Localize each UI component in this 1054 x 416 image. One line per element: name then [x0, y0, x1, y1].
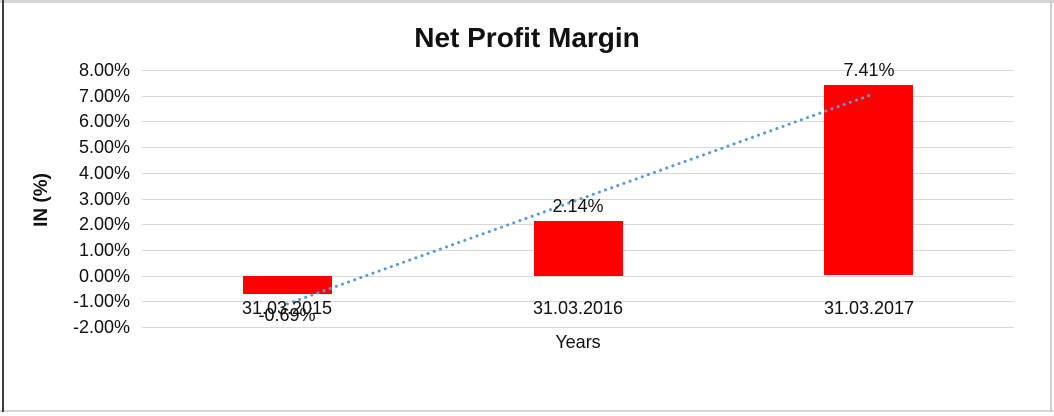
gridline — [142, 327, 1014, 328]
y-tick-label: 4.00% — [78, 163, 130, 183]
gridline — [142, 96, 1014, 97]
y-tick-label: 8.00% — [78, 60, 130, 80]
chart-title: Net Profit Margin — [414, 22, 640, 53]
bar-31.03.2017[interactable] — [824, 85, 913, 275]
frame-border-bottom — [0, 410, 1054, 412]
y-tick-label: 2.00% — [78, 214, 130, 234]
y-tick-label: 7.00% — [78, 86, 130, 106]
y-tick-label: 1.00% — [78, 240, 130, 260]
y-tick-label: 0.00% — [78, 266, 130, 286]
y-tick-label: -2.00% — [72, 317, 130, 337]
y-tick-label: 6.00% — [78, 111, 130, 131]
gridline — [142, 121, 1014, 122]
y-tick-label: 5.00% — [78, 137, 130, 157]
frame-border-right — [1050, 0, 1052, 412]
data-label: 7.41% — [843, 60, 895, 80]
x-axis-title: Years — [555, 332, 601, 352]
gridline — [142, 199, 1014, 200]
x-category-label: 31.03.2015 — [241, 298, 333, 318]
gridline — [142, 301, 1014, 302]
bar-31.03.2016[interactable] — [534, 221, 623, 276]
gridline — [142, 70, 1014, 71]
y-tick-label: -1.00% — [72, 291, 130, 311]
x-category-label: 31.03.2017 — [823, 298, 915, 318]
frame-border-left — [2, 0, 4, 412]
plot-area — [142, 70, 1014, 328]
data-label: -0.69% — [258, 305, 316, 325]
frame-border-top — [0, 0, 1054, 3]
data-label: 2.14% — [552, 196, 604, 216]
gridline — [142, 276, 1014, 277]
gridline — [142, 147, 1014, 148]
x-category-label: 31.03.2016 — [532, 298, 624, 318]
y-tick-label: 3.00% — [78, 189, 130, 209]
trendline[interactable] — [142, 70, 1014, 327]
bar-31.03.2015[interactable] — [243, 276, 332, 294]
gridline — [142, 173, 1014, 174]
